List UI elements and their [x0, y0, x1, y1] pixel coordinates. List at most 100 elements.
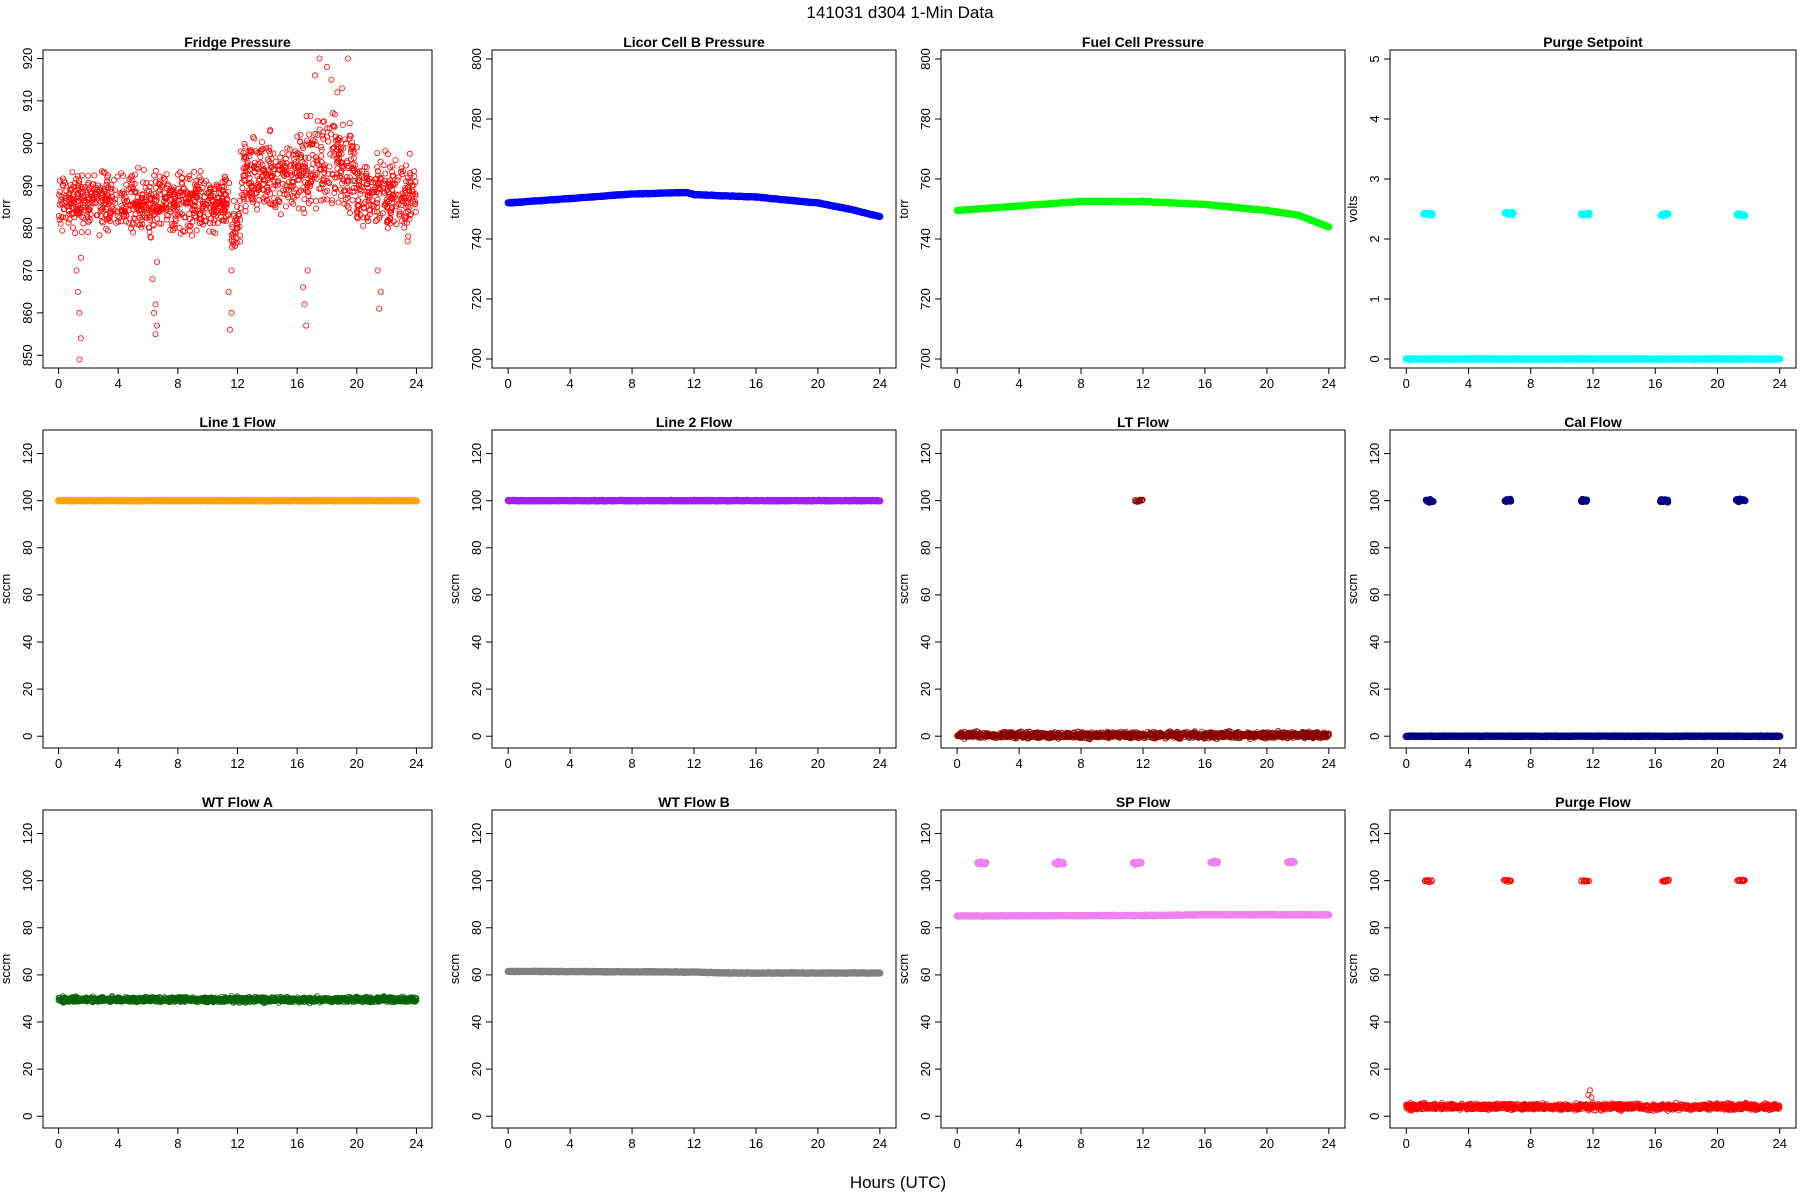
- y-tick-label: 80: [20, 541, 35, 555]
- data-point: [327, 131, 334, 138]
- data-point: [151, 172, 158, 179]
- y-axis-label: volts: [1345, 195, 1360, 222]
- data-point: [84, 214, 91, 221]
- data-point: [151, 191, 158, 198]
- panel-title: Licor Cell B Pressure: [623, 34, 765, 50]
- data-point: [87, 188, 94, 195]
- y-tick-label: 780: [469, 108, 484, 130]
- x-tick-label: 12: [687, 376, 701, 391]
- data-point: [148, 234, 155, 241]
- data-point: [392, 157, 399, 164]
- data-point: [183, 198, 190, 205]
- data-point: [403, 162, 410, 169]
- data-points: [504, 496, 884, 505]
- x-axis-title: Hours (UTC): [850, 1173, 946, 1192]
- data-points: [504, 188, 884, 221]
- data-point: [174, 204, 181, 211]
- data-point: [130, 229, 137, 236]
- data-point: [172, 215, 179, 222]
- y-tick-label: 900: [20, 132, 35, 154]
- data-point: [184, 222, 191, 229]
- data-point: [55, 212, 62, 219]
- data-point: [326, 163, 333, 170]
- data-point: [172, 218, 179, 225]
- plot-frame: [491, 429, 897, 749]
- x-tick-label: 16: [1648, 376, 1662, 391]
- data-point: [122, 199, 129, 206]
- data-point: [876, 212, 884, 221]
- y-tick-label: 700: [918, 348, 933, 370]
- data-point: [117, 190, 124, 197]
- data-point: [199, 207, 206, 214]
- y-tick-label: 40: [20, 635, 35, 649]
- data-point: [320, 135, 327, 142]
- data-point: [214, 199, 221, 206]
- data-point: [85, 182, 92, 189]
- data-point: [163, 216, 170, 223]
- data-point: [145, 224, 152, 231]
- data-point: [152, 178, 159, 185]
- data-point: [277, 211, 284, 218]
- data-point: [412, 497, 420, 505]
- data-point: [72, 230, 79, 237]
- data-point: [121, 197, 128, 204]
- data-point: [186, 172, 193, 179]
- data-point: [210, 220, 217, 227]
- data-point: [1583, 210, 1591, 218]
- data-point: [219, 217, 226, 224]
- y-tick-label: 720: [918, 288, 933, 310]
- data-point: [77, 335, 84, 342]
- data-point: [300, 284, 307, 291]
- data-point: [327, 151, 334, 158]
- y-tick-label: 20: [469, 682, 484, 696]
- x-tick-label: 16: [290, 756, 304, 771]
- data-point: [70, 191, 77, 198]
- data-point: [60, 214, 67, 221]
- data-point: [139, 179, 146, 186]
- data-point: [176, 209, 183, 216]
- data-point: [347, 156, 354, 163]
- data-point: [94, 212, 101, 219]
- data-point: [104, 174, 111, 181]
- x-tick-label: 16: [290, 376, 304, 391]
- y-tick-label: 60: [469, 588, 484, 602]
- data-point: [103, 212, 110, 219]
- data-point: [1741, 212, 1749, 220]
- data-point: [1428, 210, 1436, 218]
- data-point: [335, 199, 342, 206]
- y-axis-label: torr: [0, 199, 13, 219]
- data-point: [142, 184, 149, 191]
- y-tick-label: 20: [20, 682, 35, 696]
- data-point: [85, 172, 92, 179]
- data-point: [325, 138, 332, 145]
- data-point: [147, 216, 154, 223]
- y-tick-label: 740: [469, 228, 484, 250]
- data-point: [146, 228, 153, 235]
- data-point: [150, 221, 157, 228]
- data-point: [91, 172, 98, 179]
- data-point: [242, 208, 249, 215]
- data-point: [189, 190, 196, 197]
- data-point: [155, 188, 162, 195]
- data-point: [70, 205, 77, 212]
- data-point: [65, 200, 72, 207]
- y-tick-label: 40: [469, 635, 484, 649]
- x-tick-label: 4: [115, 756, 122, 771]
- data-point: [337, 192, 344, 199]
- data-point: [297, 131, 304, 138]
- y-tick-label: 880: [20, 217, 35, 239]
- data-point: [324, 133, 331, 140]
- data-point: [313, 197, 320, 204]
- x-tick-label: 16: [749, 756, 763, 771]
- data-point: [118, 207, 125, 214]
- data-point: [155, 207, 162, 214]
- data-point: [230, 197, 237, 204]
- data-point: [276, 154, 283, 161]
- data-point: [104, 227, 111, 234]
- data-point: [78, 172, 85, 179]
- data-point: [74, 190, 81, 197]
- data-point: [83, 198, 90, 205]
- data-point: [261, 177, 268, 184]
- data-point: [215, 201, 222, 208]
- data-point: [346, 209, 353, 216]
